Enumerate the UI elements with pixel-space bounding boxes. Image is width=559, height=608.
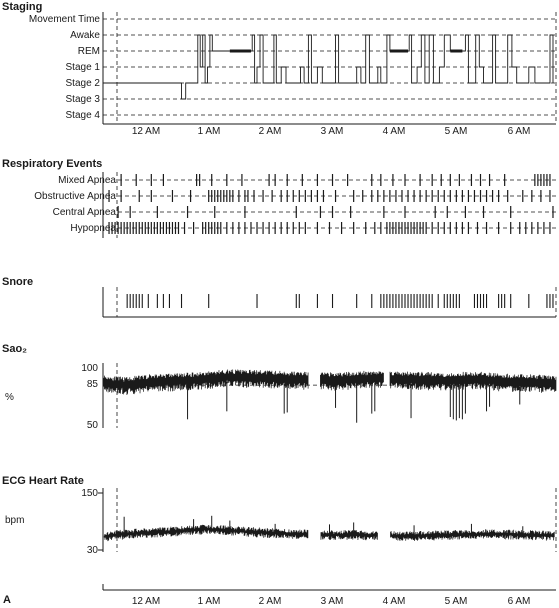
top-tick-2am: 2 AM	[259, 126, 282, 137]
bottom-tick-3am: 3 AM	[321, 596, 344, 607]
bottom-tick-12am: 12 AM	[132, 596, 160, 607]
ecg-tick-30: 30	[87, 545, 99, 556]
resp-label-obstructive: Obstructive Apnea	[34, 191, 116, 202]
stage-label-rem: REM	[78, 46, 100, 57]
sao2-trace	[102, 369, 557, 396]
top-tick-12am: 12 AM	[132, 126, 160, 137]
bottom-x-ticks: 12 AM 1 AM 2 AM 3 AM 4 AM 5 AM 6 AM	[132, 596, 531, 607]
stage-label-movement: Movement Time	[29, 14, 101, 25]
sao2-tick-85: 85	[87, 379, 99, 390]
resp-label-hypopnea: Hypopnea	[70, 223, 116, 234]
respiratory-y-axis-labels: Mixed Apnea Obstructive Apnea Central Ap…	[34, 175, 116, 234]
ecg-heart-rate-trace	[103, 524, 555, 542]
top-tick-5am: 5 AM	[445, 126, 468, 137]
top-tick-6am: 6 AM	[508, 126, 531, 137]
sao2-title: Sao₂	[2, 343, 27, 355]
top-tick-4am: 4 AM	[383, 126, 406, 137]
top-tick-3am: 3 AM	[321, 126, 344, 137]
respiratory-title: Respiratory Events	[2, 158, 102, 170]
stage-label-stage2: Stage 2	[66, 78, 101, 89]
ecg-title: ECG Heart Rate	[2, 475, 84, 487]
respiratory-plot	[102, 172, 556, 238]
bottom-tick-1am: 1 AM	[198, 596, 221, 607]
stage-label-awake: Awake	[70, 30, 100, 41]
bottom-tick-4am: 4 AM	[383, 596, 406, 607]
bottom-tick-2am: 2 AM	[259, 596, 282, 607]
hypnogram-trace	[103, 34, 554, 100]
staging-x-ticks: 12 AM 1 AM 2 AM 3 AM 4 AM 5 AM 6 AM	[132, 126, 531, 137]
resp-label-central: Central Apnea	[53, 207, 117, 218]
stage-label-stage4: Stage 4	[66, 110, 101, 121]
stage-label-stage1: Stage 1	[66, 62, 101, 73]
resp-label-mixed: Mixed Apnea	[58, 175, 116, 186]
sao2-plot	[102, 363, 557, 428]
stage-label-stage3: Stage 3	[66, 94, 101, 105]
bottom-tick-5am: 5 AM	[445, 596, 468, 607]
snore-title: Snore	[2, 276, 33, 288]
staging-title: Staging	[2, 1, 42, 13]
top-tick-1am: 1 AM	[198, 126, 221, 137]
sao2-tick-100: 100	[81, 363, 98, 374]
ecg-tick-150: 150	[81, 488, 98, 499]
bottom-tick-6am: 6 AM	[508, 596, 531, 607]
ecg-y-label: bpm	[5, 515, 24, 526]
snore-plot	[102, 287, 557, 318]
panel-letter: A	[3, 594, 11, 606]
sao2-y-label: %	[5, 392, 14, 403]
sao2-tick-50: 50	[87, 420, 99, 431]
ecg-plot	[98, 488, 557, 552]
staging-y-axis-labels: Movement Time Awake REM Stage 1 Stage 2 …	[29, 14, 101, 121]
staging-plot	[102, 12, 557, 124]
